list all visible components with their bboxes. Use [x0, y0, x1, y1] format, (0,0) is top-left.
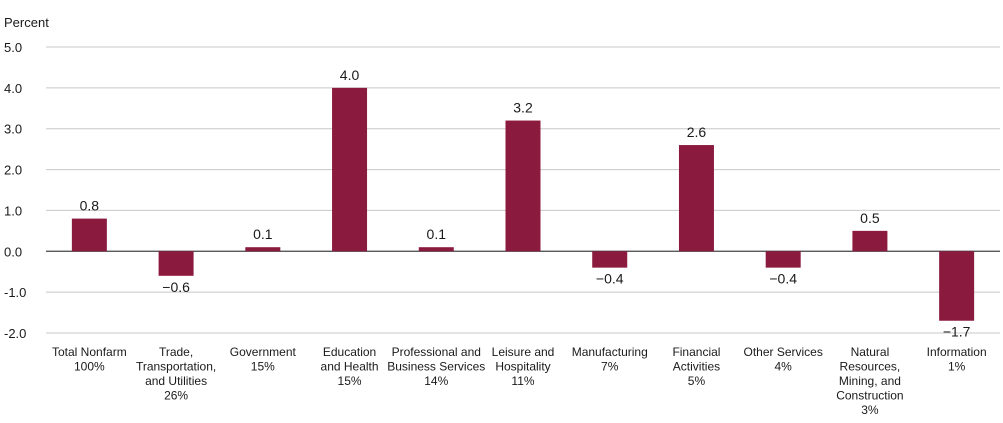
data-label: 3.2 [513, 100, 533, 116]
x-category-label: Education and Health 15% [321, 345, 379, 388]
y-tick-label: 0.0 [4, 244, 22, 259]
y-axis-ticks: 5.0 4.0 3.0 2.0 1.0 0.0 -1.0 -2.0 [4, 40, 26, 341]
x-category-label: Trade, Transportation, and Utilities 26% [136, 345, 216, 403]
data-label: −0.6 [162, 279, 190, 295]
data-label: −0.4 [596, 271, 624, 287]
bar [765, 251, 801, 268]
data-label: −1.7 [943, 324, 971, 340]
x-category-label: Total Nonfarm 100% [52, 345, 127, 374]
x-category-label: Manufacturing 7% [572, 345, 648, 374]
data-label: 0.5 [860, 210, 880, 226]
data-label: 2.6 [687, 124, 707, 140]
x-category-label: Government 15% [230, 345, 297, 374]
bar [505, 120, 541, 252]
bar [158, 251, 194, 276]
bar [852, 230, 888, 252]
bar [71, 218, 107, 252]
data-label: −0.4 [769, 271, 797, 287]
y-tick-label: -1.0 [4, 285, 26, 300]
bar [939, 251, 975, 321]
x-category-label: Information 1% [927, 345, 987, 374]
data-label: 4.0 [340, 67, 360, 83]
y-tick-label: -2.0 [4, 326, 26, 341]
x-category-label: Professional and Business Services 14% [387, 345, 485, 388]
data-labels: 0.8 −0.6 0.1 4.0 0.1 3.2 −0.4 2.6 −0.4 0.5 −1.7 [80, 67, 971, 340]
x-axis-categories: Total Nonfarm 100% Trade, Transportation, an… [52, 345, 987, 417]
y-tick-label: 4.0 [4, 81, 22, 96]
x-category-label: Other Services 4% [744, 345, 823, 374]
data-label: 0.1 [427, 226, 447, 242]
data-label: 0.8 [80, 198, 100, 214]
bar [245, 247, 281, 252]
y-tick-label: 3.0 [4, 122, 22, 137]
x-category-label: Natural Resources, Mining, and Construction… [836, 345, 903, 417]
bar [332, 87, 368, 252]
y-tick-label: 5.0 [4, 40, 22, 55]
y-axis-label: Percent [4, 15, 49, 30]
bars [71, 87, 975, 321]
y-tick-label: 2.0 [4, 163, 22, 178]
bar [592, 251, 628, 268]
x-category-label: Financial Activities 5% [672, 345, 720, 388]
y-tick-label: 1.0 [4, 203, 22, 218]
bar [678, 145, 714, 252]
data-label: 0.1 [253, 226, 273, 242]
x-category-label: Leisure and Hospitality 11% [492, 345, 555, 388]
bar [418, 247, 454, 252]
